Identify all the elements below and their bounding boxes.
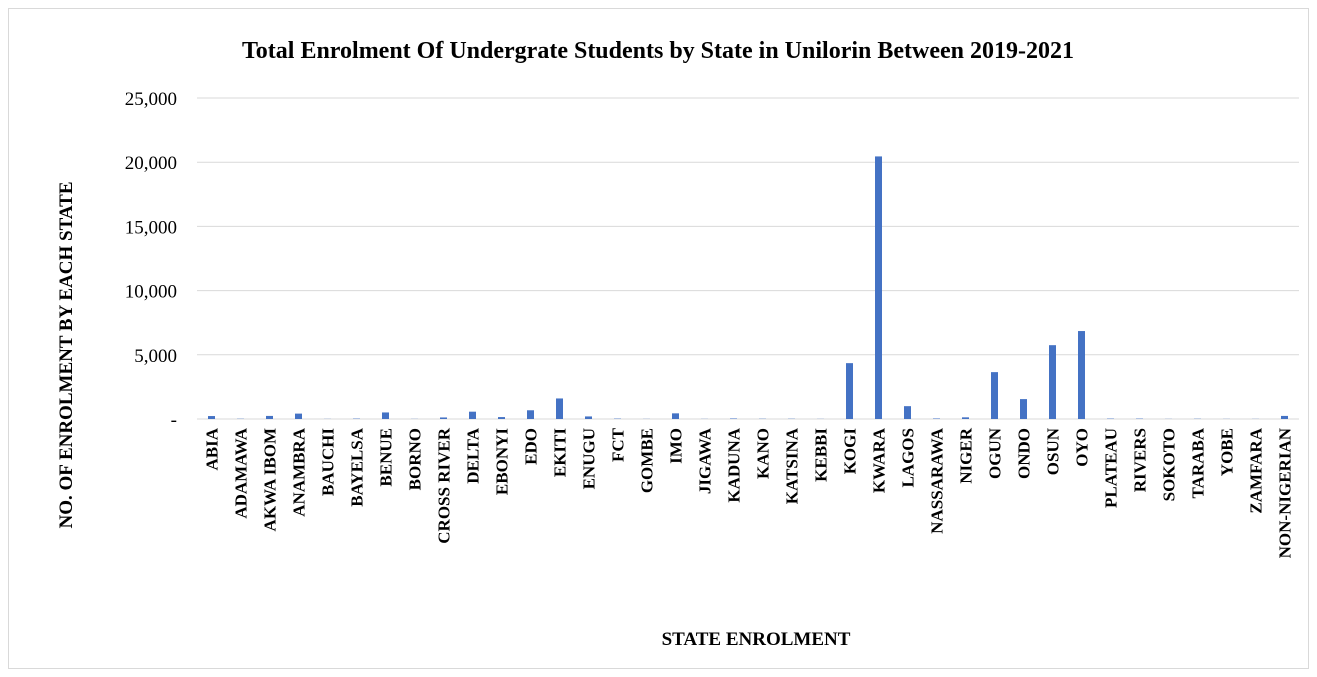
bar-delta bbox=[469, 411, 476, 419]
bar-non-nigerian bbox=[1281, 415, 1288, 419]
x-tick-labels: ABIA ADAMAWA AKWA IBOM ANAMBRA BAUCHI BAYELSA… bbox=[203, 427, 1295, 558]
x-tick-label: KANO bbox=[754, 428, 773, 479]
bar-osun bbox=[1049, 345, 1056, 419]
x-tick-label: FCT bbox=[609, 427, 628, 462]
y-tick-label: 5,000 bbox=[134, 346, 177, 367]
x-tick-label: NIGER bbox=[957, 427, 976, 483]
bar-nassarawa bbox=[933, 418, 940, 419]
bar-kogi bbox=[846, 363, 853, 419]
bar-kaduna bbox=[730, 418, 737, 419]
x-tick-label: ANAMBRA bbox=[290, 427, 309, 516]
x-tick-label: TARABA bbox=[1189, 427, 1208, 498]
bar-akwa-ibom bbox=[266, 415, 273, 419]
x-tick-label: GOMBE bbox=[638, 428, 657, 493]
x-tick-label: OYO bbox=[1073, 428, 1092, 467]
x-tick-label: BAUCHI bbox=[319, 428, 338, 496]
x-tick-label: EDO bbox=[522, 428, 541, 465]
x-tick-label: ZAMFARA bbox=[1247, 427, 1266, 513]
bar-enugu bbox=[585, 416, 592, 419]
bar-ebonyi bbox=[498, 417, 505, 419]
x-tick-label: KADUNA bbox=[725, 427, 744, 502]
bar-niger bbox=[962, 417, 969, 419]
y-tick-label: 20,000 bbox=[125, 153, 177, 174]
x-tick-label: PLATEAU bbox=[1102, 428, 1121, 508]
bar-ondo bbox=[1020, 399, 1027, 419]
chart-frame bbox=[8, 8, 1309, 669]
x-tick-label: EBONYI bbox=[493, 428, 512, 495]
x-tick-label: OSUN bbox=[1044, 427, 1063, 475]
x-tick-label: CROSS RIVER bbox=[435, 427, 454, 543]
y-tick-label: 15,000 bbox=[125, 217, 177, 238]
x-tick-label: NON-NIGERIAN bbox=[1276, 427, 1295, 558]
x-tick-label: KOGI bbox=[841, 428, 860, 475]
bar-anambra bbox=[295, 413, 302, 419]
y-tick-label: 10,000 bbox=[125, 282, 177, 303]
x-tick-label: ENUGU bbox=[580, 428, 599, 489]
bar-lagos bbox=[904, 406, 911, 419]
bar-cross-river bbox=[440, 417, 447, 419]
x-tick-label: AKWA IBOM bbox=[261, 428, 280, 531]
x-tick-label: BORNO bbox=[406, 428, 425, 490]
x-axis-title: STATE ENROLMENT bbox=[662, 629, 851, 650]
gridlines bbox=[197, 97, 1299, 420]
x-tick-label: EKITI bbox=[551, 428, 570, 478]
x-tick-label: RIVERS bbox=[1131, 428, 1150, 492]
x-tick-label: ADAMAWA bbox=[232, 427, 251, 518]
bar-benue bbox=[382, 412, 389, 419]
bar-edo bbox=[527, 410, 534, 419]
x-tick-label: OGUN bbox=[986, 427, 1005, 479]
x-tick-label: KWARA bbox=[870, 427, 889, 493]
x-tick-label: ONDO bbox=[1015, 428, 1034, 479]
bar-oyo bbox=[1078, 331, 1085, 419]
x-tick-label: BENUE bbox=[377, 428, 396, 487]
bar-ekiti bbox=[556, 398, 563, 419]
x-tick-label: BAYELSA bbox=[348, 427, 367, 506]
x-tick-label: IMO bbox=[667, 428, 686, 464]
x-tick-label: LAGOS bbox=[899, 428, 918, 488]
x-tick-label: NASSARAWA bbox=[928, 427, 947, 534]
y-tick-label: 25,000 bbox=[125, 89, 177, 110]
y-tick-labels: - 5,000 10,000 15,000 20,000 25,000 bbox=[125, 89, 177, 431]
bar-imo bbox=[672, 413, 679, 419]
bars bbox=[208, 156, 1288, 419]
bar-kwara bbox=[875, 156, 882, 419]
bar-abia bbox=[208, 416, 215, 419]
x-tick-label: ABIA bbox=[203, 427, 222, 470]
y-axis-title: NO. OF ENROLMENT BY EACH STATE bbox=[56, 182, 77, 529]
x-tick-label: YOBE bbox=[1218, 428, 1237, 476]
x-tick-label: KEBBI bbox=[812, 428, 831, 482]
x-tick-label: DELTA bbox=[464, 427, 483, 483]
chart-title: Total Enrolment Of Undergrate Students b… bbox=[242, 38, 1074, 64]
bar-ogun bbox=[991, 372, 998, 419]
x-tick-label: JIGAWA bbox=[696, 427, 715, 494]
x-tick-label: SOKOTO bbox=[1160, 428, 1179, 501]
x-tick-label: KATSINA bbox=[783, 427, 802, 504]
y-tick-label: - bbox=[171, 410, 177, 431]
